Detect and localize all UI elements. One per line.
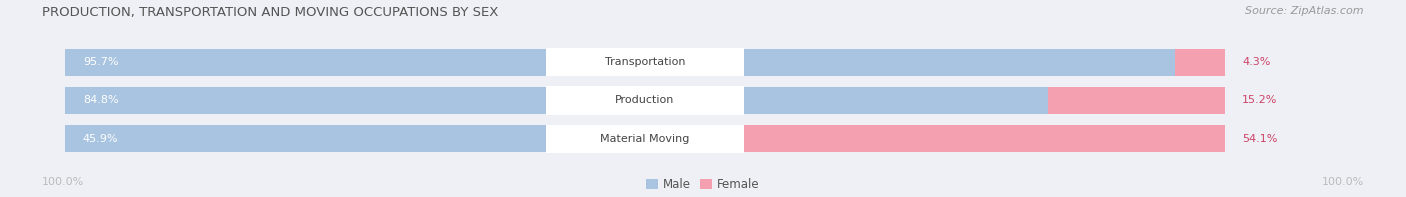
Text: 95.7%: 95.7% (83, 57, 118, 67)
Text: Material Moving: Material Moving (600, 134, 690, 144)
Bar (598, 125, 1225, 152)
Text: Production: Production (616, 96, 675, 105)
Bar (547, 48, 744, 76)
Bar (547, 86, 744, 115)
Text: 45.9%: 45.9% (83, 134, 118, 144)
Text: 4.3%: 4.3% (1241, 57, 1271, 67)
Bar (65, 125, 1225, 152)
Text: PRODUCTION, TRANSPORTATION AND MOVING OCCUPATIONS BY SEX: PRODUCTION, TRANSPORTATION AND MOVING OC… (42, 6, 499, 19)
Bar (65, 87, 1049, 114)
Text: Transportation: Transportation (605, 57, 685, 67)
Text: 100.0%: 100.0% (1322, 177, 1364, 187)
Text: 54.1%: 54.1% (1241, 134, 1278, 144)
Bar (65, 49, 1175, 76)
Text: 84.8%: 84.8% (83, 96, 118, 105)
Text: Source: ZipAtlas.com: Source: ZipAtlas.com (1246, 6, 1364, 16)
Legend: Male, Female: Male, Female (647, 178, 759, 191)
Bar (65, 87, 1225, 114)
Bar (65, 49, 1225, 76)
Bar (547, 125, 744, 153)
Bar (1175, 49, 1225, 76)
Bar (65, 125, 598, 152)
Text: 15.2%: 15.2% (1241, 96, 1278, 105)
Text: 100.0%: 100.0% (42, 177, 84, 187)
Bar (1049, 87, 1225, 114)
